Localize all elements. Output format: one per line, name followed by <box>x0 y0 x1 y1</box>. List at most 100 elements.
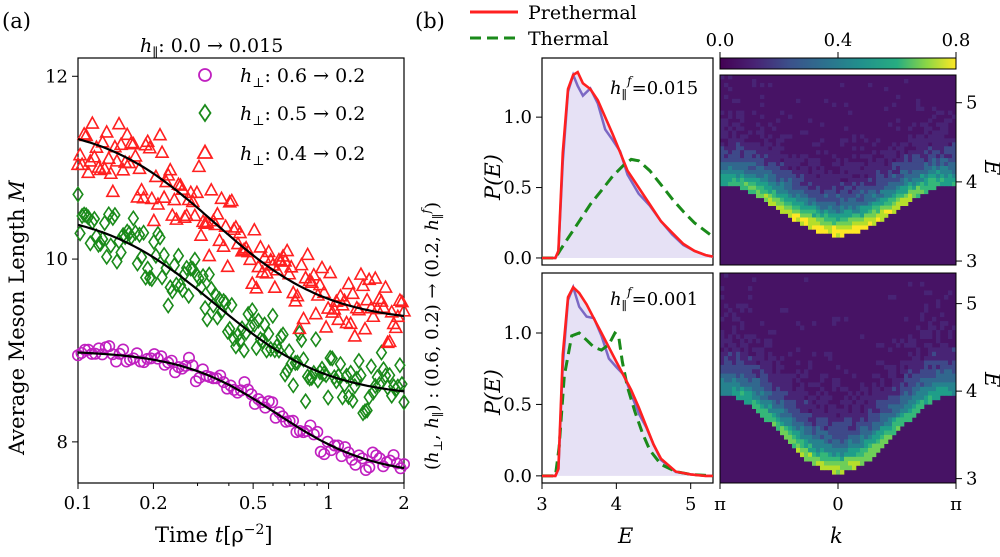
heatmap-cell <box>724 273 729 278</box>
heatmap-cell <box>808 404 813 409</box>
data-point-diamond <box>277 326 289 343</box>
heatmap-cell <box>904 162 909 167</box>
heatmap-cell <box>820 181 825 187</box>
heatmap-cell <box>768 386 773 392</box>
heatmap-cell <box>816 225 821 230</box>
heatmap-cell <box>828 351 833 357</box>
data-point-circle <box>217 376 230 389</box>
heatmap-cell <box>772 193 777 199</box>
heatmap-cell <box>908 417 913 423</box>
heatmap-cell <box>812 321 817 326</box>
legend-label-prethermal: Prethermal <box>528 2 637 24</box>
heatmap-cell <box>748 373 753 379</box>
heatmap-cell <box>852 166 857 171</box>
heatmap-cell <box>808 364 813 370</box>
heatmap-cell <box>852 225 857 230</box>
heatmap-cell <box>900 189 905 195</box>
heatmap-cell <box>912 369 917 374</box>
heatmap-cell <box>756 399 761 405</box>
heatmap-cell <box>836 456 841 462</box>
heatmap-cell <box>920 189 925 195</box>
heatmap-cell <box>732 386 737 392</box>
data-point-diamond <box>336 388 349 406</box>
heatmap-cell <box>732 98 737 104</box>
heatmap-cell <box>788 185 793 191</box>
heatmap-cell <box>912 391 917 396</box>
heatmap-cell <box>808 421 813 427</box>
heatmap-cell <box>884 413 889 418</box>
heatmap-cell <box>848 443 853 449</box>
heatmap-cell <box>776 138 781 143</box>
heatmap-cell <box>772 386 777 392</box>
heatmap-cell <box>892 162 897 167</box>
heatmap-cell <box>812 421 817 427</box>
heatmap-cell <box>808 439 813 444</box>
heatmap-cell <box>740 166 745 171</box>
heatmap-cell <box>768 170 773 175</box>
heatmap-cell <box>820 426 825 431</box>
heatmap-cell <box>720 75 725 80</box>
heatmap-cell <box>880 434 885 440</box>
heatmap-cell <box>836 217 841 222</box>
heatmap-cell <box>876 426 881 431</box>
heatmap-cell <box>772 146 777 151</box>
heatmap-cell <box>760 166 765 171</box>
data-point-diamond <box>267 307 279 325</box>
heatmap-cell <box>760 404 765 409</box>
heatmap-cell <box>936 334 941 339</box>
heatmap-cell <box>840 417 845 423</box>
heatmap-cell <box>736 138 741 143</box>
heatmap-cell <box>920 134 925 139</box>
y-tick-label: 4 <box>966 172 977 193</box>
heatmap-cell <box>800 426 805 431</box>
heatmap-cell <box>888 122 893 127</box>
thermal-curve <box>542 330 714 478</box>
heatmap-cell <box>916 174 921 179</box>
heatmap-cell <box>780 201 785 206</box>
heatmap-cell <box>844 439 849 444</box>
heatmap-cell <box>932 154 937 159</box>
heatmap-cell <box>736 174 741 179</box>
heatmap-cell <box>740 170 745 175</box>
heatmap-cell <box>760 395 765 401</box>
heatmap-cell <box>940 360 945 366</box>
pe-subplot-top: 0.00.51.0 h∥f=0.015 P(E) <box>481 57 714 269</box>
heatmap-cell <box>836 408 841 414</box>
heatmap-cell <box>732 369 737 374</box>
data-point-triangle <box>300 246 315 261</box>
x-tick-label: 5 <box>685 494 696 515</box>
data-point-diamond <box>135 248 148 266</box>
heatmap-cell <box>904 142 909 147</box>
heatmap-cell <box>720 351 725 357</box>
heatmap-cell <box>920 150 925 155</box>
heatmap-cell <box>896 205 901 210</box>
heatmap-cell <box>804 452 809 458</box>
heatmap-cell <box>940 158 945 163</box>
heatmap-cell <box>900 399 905 405</box>
heatmap-cell <box>760 413 765 418</box>
heatmap-cell <box>728 86 733 92</box>
heatmap-cell <box>928 158 933 163</box>
heatmap-cell <box>768 177 773 183</box>
heatmap-cell <box>844 434 849 440</box>
heatmap-cell <box>832 421 837 427</box>
heatmap-cell <box>808 185 813 191</box>
heatmap-cell <box>948 150 953 155</box>
heatmap-cell <box>932 181 937 187</box>
heatmap-cell <box>812 395 817 401</box>
heatmap-cell <box>820 221 825 226</box>
heatmap-cell <box>760 94 765 100</box>
heatmap-cell <box>860 443 865 449</box>
data-point-diamond <box>248 316 261 334</box>
heatmap-cell <box>772 417 777 423</box>
heatmap-cell <box>864 452 869 458</box>
data-point-diamond <box>74 224 86 242</box>
heatmap-cell <box>860 134 865 139</box>
data-point-triangle <box>199 215 215 229</box>
heatmap-cell <box>896 201 901 206</box>
heatmap-cell <box>848 465 853 471</box>
data-point-diamond <box>361 402 373 419</box>
legend-marker-circle <box>198 68 212 82</box>
